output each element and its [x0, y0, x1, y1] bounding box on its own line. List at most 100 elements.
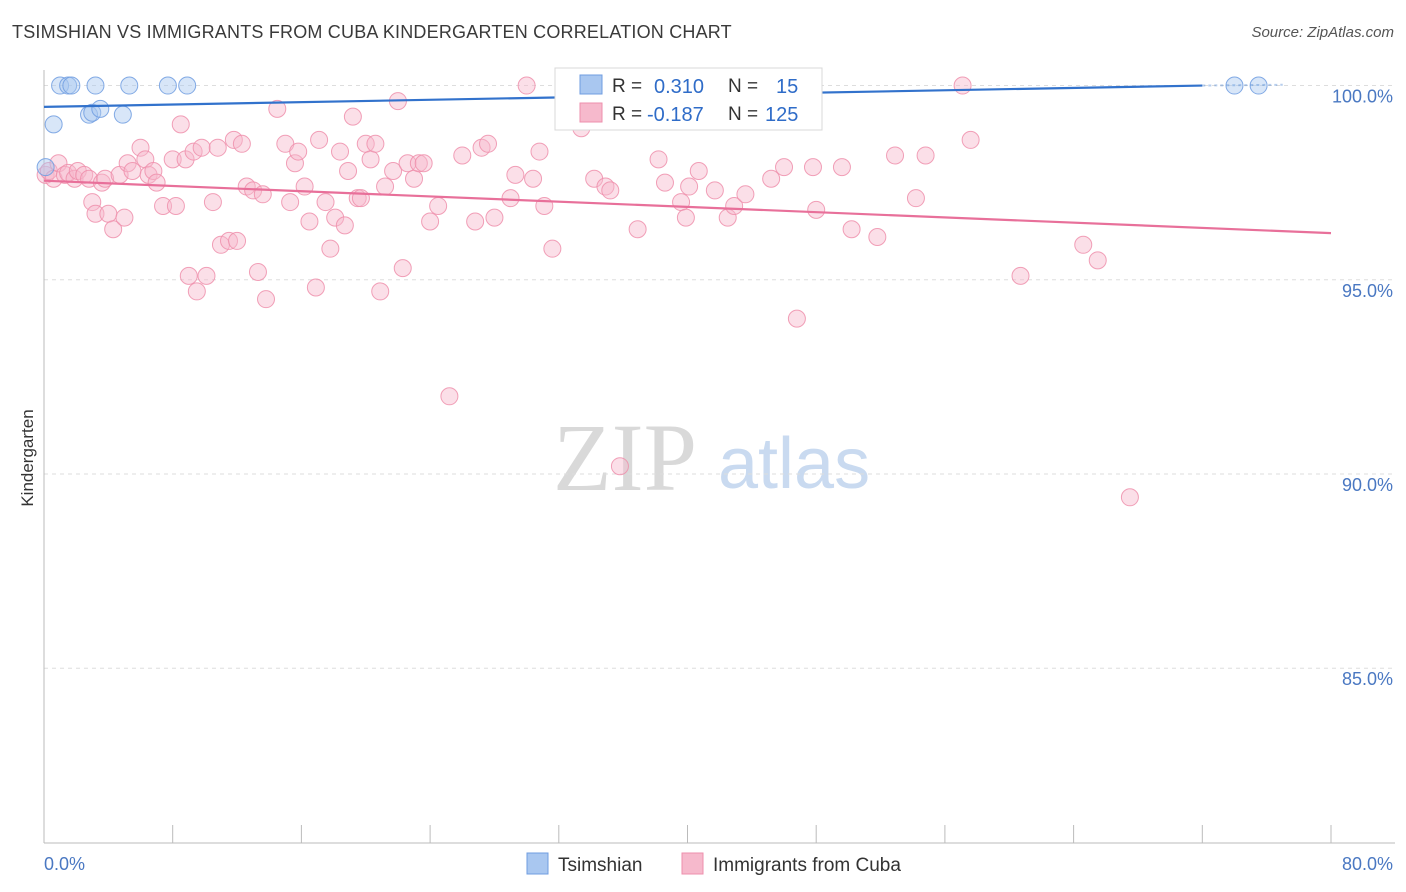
cuba-point: [166, 196, 185, 215]
cuba-point: [248, 262, 267, 281]
cuba-point: [310, 130, 329, 149]
cuba-point: [842, 220, 861, 239]
cuba-point: [680, 177, 699, 196]
cuba-point: [689, 161, 708, 180]
tsimshian-point: [178, 76, 197, 95]
cuba-point: [916, 146, 935, 165]
cuba-point: [179, 266, 198, 285]
cuba-point: [343, 107, 362, 126]
tsimshian-point: [44, 115, 63, 134]
cuba-point: [649, 150, 668, 169]
cuba-point: [331, 142, 350, 161]
stats-r-value-cuba: -0.187: [647, 104, 704, 126]
cuba-point: [163, 150, 182, 169]
cuba-point: [306, 278, 325, 297]
tsimshian-trend-extension: [1202, 83, 1283, 87]
cuba-point: [705, 181, 724, 200]
cuba-point: [144, 161, 163, 180]
cuba-point: [530, 142, 549, 161]
stats-box: R = 0.310 N = 15 R = -0.187 N = 125: [554, 67, 823, 131]
stats-r-label-tsimshian: R =: [612, 76, 642, 97]
cuba-point: [655, 173, 674, 192]
stats-n-value-tsimshian: 15: [776, 76, 798, 98]
cuba-point: [99, 204, 118, 223]
cuba-point: [371, 282, 390, 301]
x-tick-label: 80.0%: [1342, 854, 1393, 874]
cuba-point: [300, 212, 319, 231]
cuba-point: [868, 228, 887, 247]
cuba-point: [405, 169, 424, 188]
cuba-point: [131, 138, 150, 157]
cuba-point: [1120, 488, 1139, 507]
cuba-point: [1074, 235, 1093, 254]
source-credit: Source: ZipAtlas.com: [1251, 24, 1394, 41]
cuba-point: [203, 193, 222, 212]
x-tick-label: 0.0%: [44, 854, 85, 874]
cuba-point: [429, 196, 448, 215]
cuba-point: [953, 76, 972, 95]
stats-n-label-cuba: N =: [728, 104, 758, 125]
y-axis-label: Kindergarten: [18, 409, 37, 506]
y-tick-label: 100.0%: [1332, 87, 1393, 107]
cuba-point: [289, 142, 308, 161]
cuba-point: [736, 185, 755, 204]
cuba-point: [192, 138, 211, 157]
chart-title: TSIMSHIAN VS IMMIGRANTS FROM CUBA KINDER…: [12, 22, 732, 42]
cuba-point: [366, 134, 385, 153]
cuba-point: [543, 239, 562, 258]
tsimshian-point: [91, 99, 110, 118]
cuba-point: [326, 208, 345, 227]
legend-swatch-tsimshian: [526, 852, 549, 875]
cuba-point: [86, 204, 105, 223]
cuba-point: [281, 193, 300, 212]
cuba-point: [601, 181, 620, 200]
tsimshian-point: [62, 76, 81, 95]
y-tick-label: 90.0%: [1342, 475, 1393, 495]
cuba-point: [672, 193, 691, 212]
tsimshian-point: [86, 76, 105, 95]
cuba-point: [316, 193, 335, 212]
cuba-point: [409, 154, 428, 173]
legend-swatch-cuba: [681, 852, 704, 875]
cuba-point: [961, 130, 980, 149]
cuba-point: [517, 76, 536, 95]
y-tick-label: 95.0%: [1342, 281, 1393, 301]
cuba-points: [36, 76, 1139, 507]
tsimshian-point: [158, 76, 177, 95]
cuba-point: [886, 146, 905, 165]
cuba-point: [361, 150, 380, 169]
cuba-point: [83, 193, 102, 212]
legend-label-cuba: Immigrants from Cuba: [713, 855, 901, 876]
cuba-point: [414, 154, 433, 173]
cuba-point: [725, 196, 744, 215]
y-tick-label: 85.0%: [1342, 669, 1393, 689]
cuba-point: [268, 99, 287, 118]
cuba-point: [906, 189, 925, 208]
cuba-point: [775, 158, 794, 177]
tsimshian-point: [120, 76, 139, 95]
cuba-trend-line: [43, 179, 1332, 235]
stats-n-value-cuba: 125: [765, 104, 798, 126]
stats-r-value-tsimshian: 0.310: [654, 76, 704, 98]
cuba-point: [787, 309, 806, 328]
legend: Tsimshian Immigrants from Cuba: [526, 852, 901, 876]
cuba-point: [466, 212, 485, 231]
cuba-point: [524, 169, 543, 188]
stats-r-label-cuba: R =: [612, 104, 642, 125]
cuba-point: [147, 173, 166, 192]
cuba-point: [232, 134, 251, 153]
cuba-point: [115, 208, 134, 227]
cuba-point: [208, 138, 227, 157]
cuba-point: [154, 196, 173, 215]
cuba-point: [171, 115, 190, 134]
tsimshian-points: [36, 76, 1268, 177]
cuba-point: [762, 169, 781, 188]
stats-n-label-tsimshian: N =: [728, 76, 758, 97]
cuba-point: [104, 220, 123, 239]
cuba-point: [506, 165, 525, 184]
cuba-point: [676, 208, 695, 227]
cuba-point: [440, 387, 459, 406]
cuba-point: [393, 259, 412, 278]
